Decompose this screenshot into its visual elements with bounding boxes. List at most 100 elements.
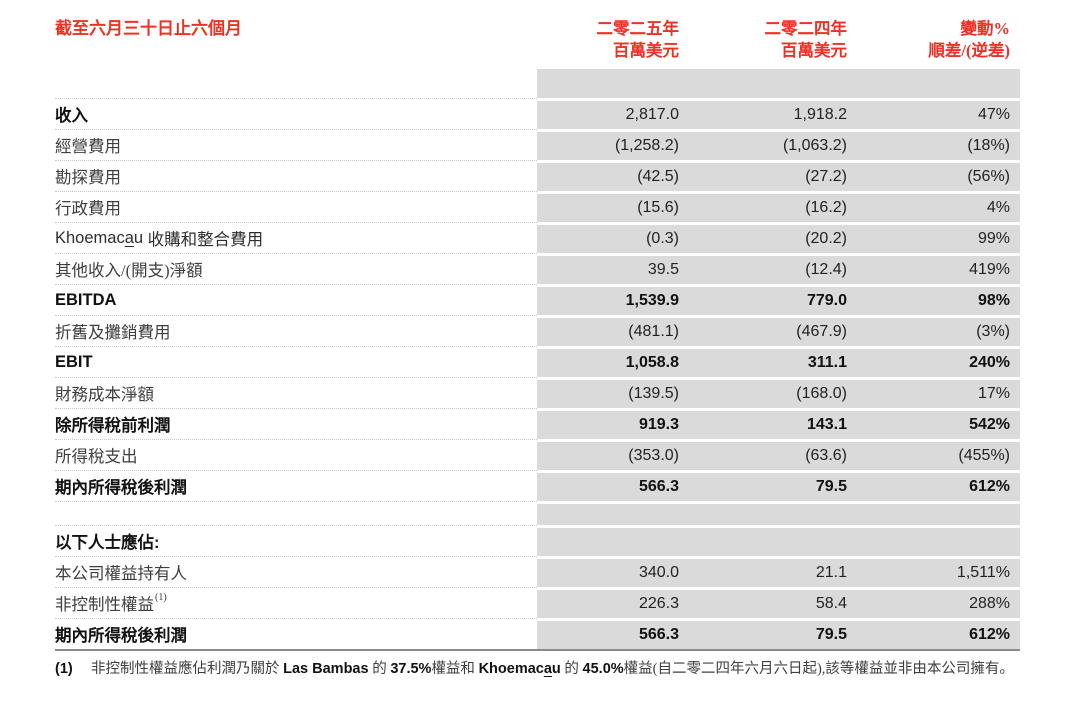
value-2024: 58.4 <box>693 587 865 618</box>
value-2025: 2,817.0 <box>537 98 693 129</box>
value-change: 288% <box>865 587 1020 618</box>
value-change: (56%) <box>865 160 1020 191</box>
row-label: 以下人士應佔: <box>55 525 537 556</box>
table-row-other-income-net: 其他收入/(開支)淨額 39.5 (12.4) 419% <box>55 253 1020 284</box>
table-row-equity-holders: 本公司權益持有人 340.0 21.1 1,511% <box>55 556 1020 587</box>
row-label-text: 非控制性權益 <box>55 595 154 614</box>
row-label: 本公司權益持有人 <box>55 556 537 587</box>
value-change: 542% <box>865 408 1020 439</box>
row-label: EBIT <box>55 346 537 377</box>
footnote-text: 非控制性權益應佔利潤乃關於 Las Bambas 的 37.5%權益和 Khoe… <box>91 658 1020 680</box>
table-row-profit-after-tax-total: 期內所得稅後利潤 566.3 79.5 612% <box>55 618 1020 649</box>
column-header-2025-unit: 百萬美元 <box>613 41 679 60</box>
value-change: (455%) <box>865 439 1020 470</box>
row-label: 其他收入/(開支)淨額 <box>55 253 537 284</box>
row-label-underlined-char: a <box>124 228 134 247</box>
value-2024: (12.4) <box>693 253 865 284</box>
footnote-reference-sup: (1) <box>155 591 167 603</box>
value-2024: 79.5 <box>693 470 865 501</box>
footnote-percent-450: 45.0% <box>582 661 624 677</box>
value-change <box>865 525 1020 556</box>
value-2025: 566.3 <box>537 618 693 649</box>
value-2024 <box>693 501 865 525</box>
value-2024: 311.1 <box>693 346 865 377</box>
value-2025: 340.0 <box>537 556 693 587</box>
column-header-2024: 二零二四年 百萬美元 <box>693 18 865 62</box>
value-2024: 79.5 <box>693 618 865 649</box>
value-2024: 1,918.2 <box>693 98 865 129</box>
row-label: 收入 <box>55 98 537 129</box>
value-2024 <box>693 525 865 556</box>
row-label: EBITDA <box>55 284 537 315</box>
value-2025: (42.5) <box>537 160 693 191</box>
value-change: (3%) <box>865 315 1020 346</box>
value-2025: 226.3 <box>537 587 693 618</box>
table-row-ebitda: EBITDA 1,539.9 779.0 98% <box>55 284 1020 315</box>
row-label <box>55 501 537 525</box>
value-2024: (168.0) <box>693 377 865 408</box>
table-row-revenue: 收入 2,817.0 1,918.2 47% <box>55 98 1020 129</box>
table-row-non-controlling-interests: 非控制性權益 (1) 226.3 58.4 288% <box>55 587 1020 618</box>
value-2024: (27.2) <box>693 160 865 191</box>
row-label-latin: Khoemac <box>55 228 125 247</box>
value-change: 47% <box>865 98 1020 129</box>
value-2025 <box>537 501 693 525</box>
value-2025: (481.1) <box>537 315 693 346</box>
value-2024: (63.6) <box>693 439 865 470</box>
footnote-khoemacau-underlined-char: a <box>543 661 552 677</box>
table-row-khoemacau-costs: Khoemac a u 收購和整合費用 (0.3) (20.2) 99% <box>55 222 1020 253</box>
value-2025: 1,539.9 <box>537 284 693 315</box>
footnote-seg: 的 <box>560 661 583 677</box>
value-change <box>865 501 1020 525</box>
column-header-change-label: 變動% <box>960 19 1011 38</box>
value-2025: 919.3 <box>537 408 693 439</box>
period-title: 截至六月三十日止六個月 <box>55 19 242 38</box>
value-2024: (1,063.2) <box>693 129 865 160</box>
footnote-percent-375: 37.5% <box>390 661 432 677</box>
row-label-latin-end: u <box>133 228 144 247</box>
value-2024: (16.2) <box>693 191 865 222</box>
column-header-2024-year: 二零二四年 <box>764 19 848 38</box>
row-label: 經營費用 <box>55 129 537 160</box>
value-2025: 39.5 <box>537 253 693 284</box>
value-2024: (467.9) <box>693 315 865 346</box>
column-header-2025: 二零二五年 百萬美元 <box>537 18 693 62</box>
value-2025 <box>537 525 693 556</box>
value-2025: 566.3 <box>537 470 693 501</box>
value-2025 <box>537 69 693 98</box>
footnote-seg: 的 <box>368 661 391 677</box>
value-change <box>865 69 1020 98</box>
row-label: 非控制性權益 (1) <box>55 587 537 618</box>
row-label: 勘探費用 <box>55 160 537 191</box>
table-row-exploration-expenses: 勘探費用 (42.5) (27.2) (56%) <box>55 160 1020 191</box>
value-change: 98% <box>865 284 1020 315</box>
value-change: (18%) <box>865 129 1020 160</box>
column-header-2024-unit: 百萬美元 <box>781 41 847 60</box>
table-header: 截至六月三十日止六個月 二零二五年 百萬美元 二零二四年 百萬美元 變動% 順差… <box>55 18 1020 62</box>
table-row-profit-before-tax: 除所得稅前利潤 919.3 143.1 542% <box>55 408 1020 439</box>
table-bottom-rule <box>55 649 1020 651</box>
value-change: 612% <box>865 618 1020 649</box>
value-2025: (353.0) <box>537 439 693 470</box>
row-label-cjk: 收購和整合費用 <box>143 231 264 249</box>
row-label: 期內所得稅後利潤 <box>55 470 537 501</box>
value-change: 99% <box>865 222 1020 253</box>
row-label: Khoemac a u 收購和整合費用 <box>55 222 537 253</box>
column-header-2025-year: 二零二五年 <box>596 19 680 38</box>
table-row-net-finance-costs: 財務成本淨額 (139.5) (168.0) 17% <box>55 377 1020 408</box>
value-2025: (1,258.2) <box>537 129 693 160</box>
row-label: 所得稅支出 <box>55 439 537 470</box>
value-2025: 1,058.8 <box>537 346 693 377</box>
table-row-operating-expenses: 經營費用 (1,258.2) (1,063.2) (18%) <box>55 129 1020 160</box>
value-2024: 21.1 <box>693 556 865 587</box>
table-content: 截至六月三十日止六個月 二零二五年 百萬美元 二零二四年 百萬美元 變動% 順差… <box>55 18 1020 680</box>
row-label <box>55 69 537 98</box>
value-change: 4% <box>865 191 1020 222</box>
table-row-income-tax-expense: 所得稅支出 (353.0) (63.6) (455%) <box>55 439 1020 470</box>
column-header-change-sub: 順差/(逆差) <box>928 41 1010 60</box>
value-2025: (139.5) <box>537 377 693 408</box>
table-row-administrative-expenses: 行政費用 (15.6) (16.2) 4% <box>55 191 1020 222</box>
row-label: 折舊及攤銷費用 <box>55 315 537 346</box>
value-change: 17% <box>865 377 1020 408</box>
table-row-ebit: EBIT 1,058.8 311.1 240% <box>55 346 1020 377</box>
